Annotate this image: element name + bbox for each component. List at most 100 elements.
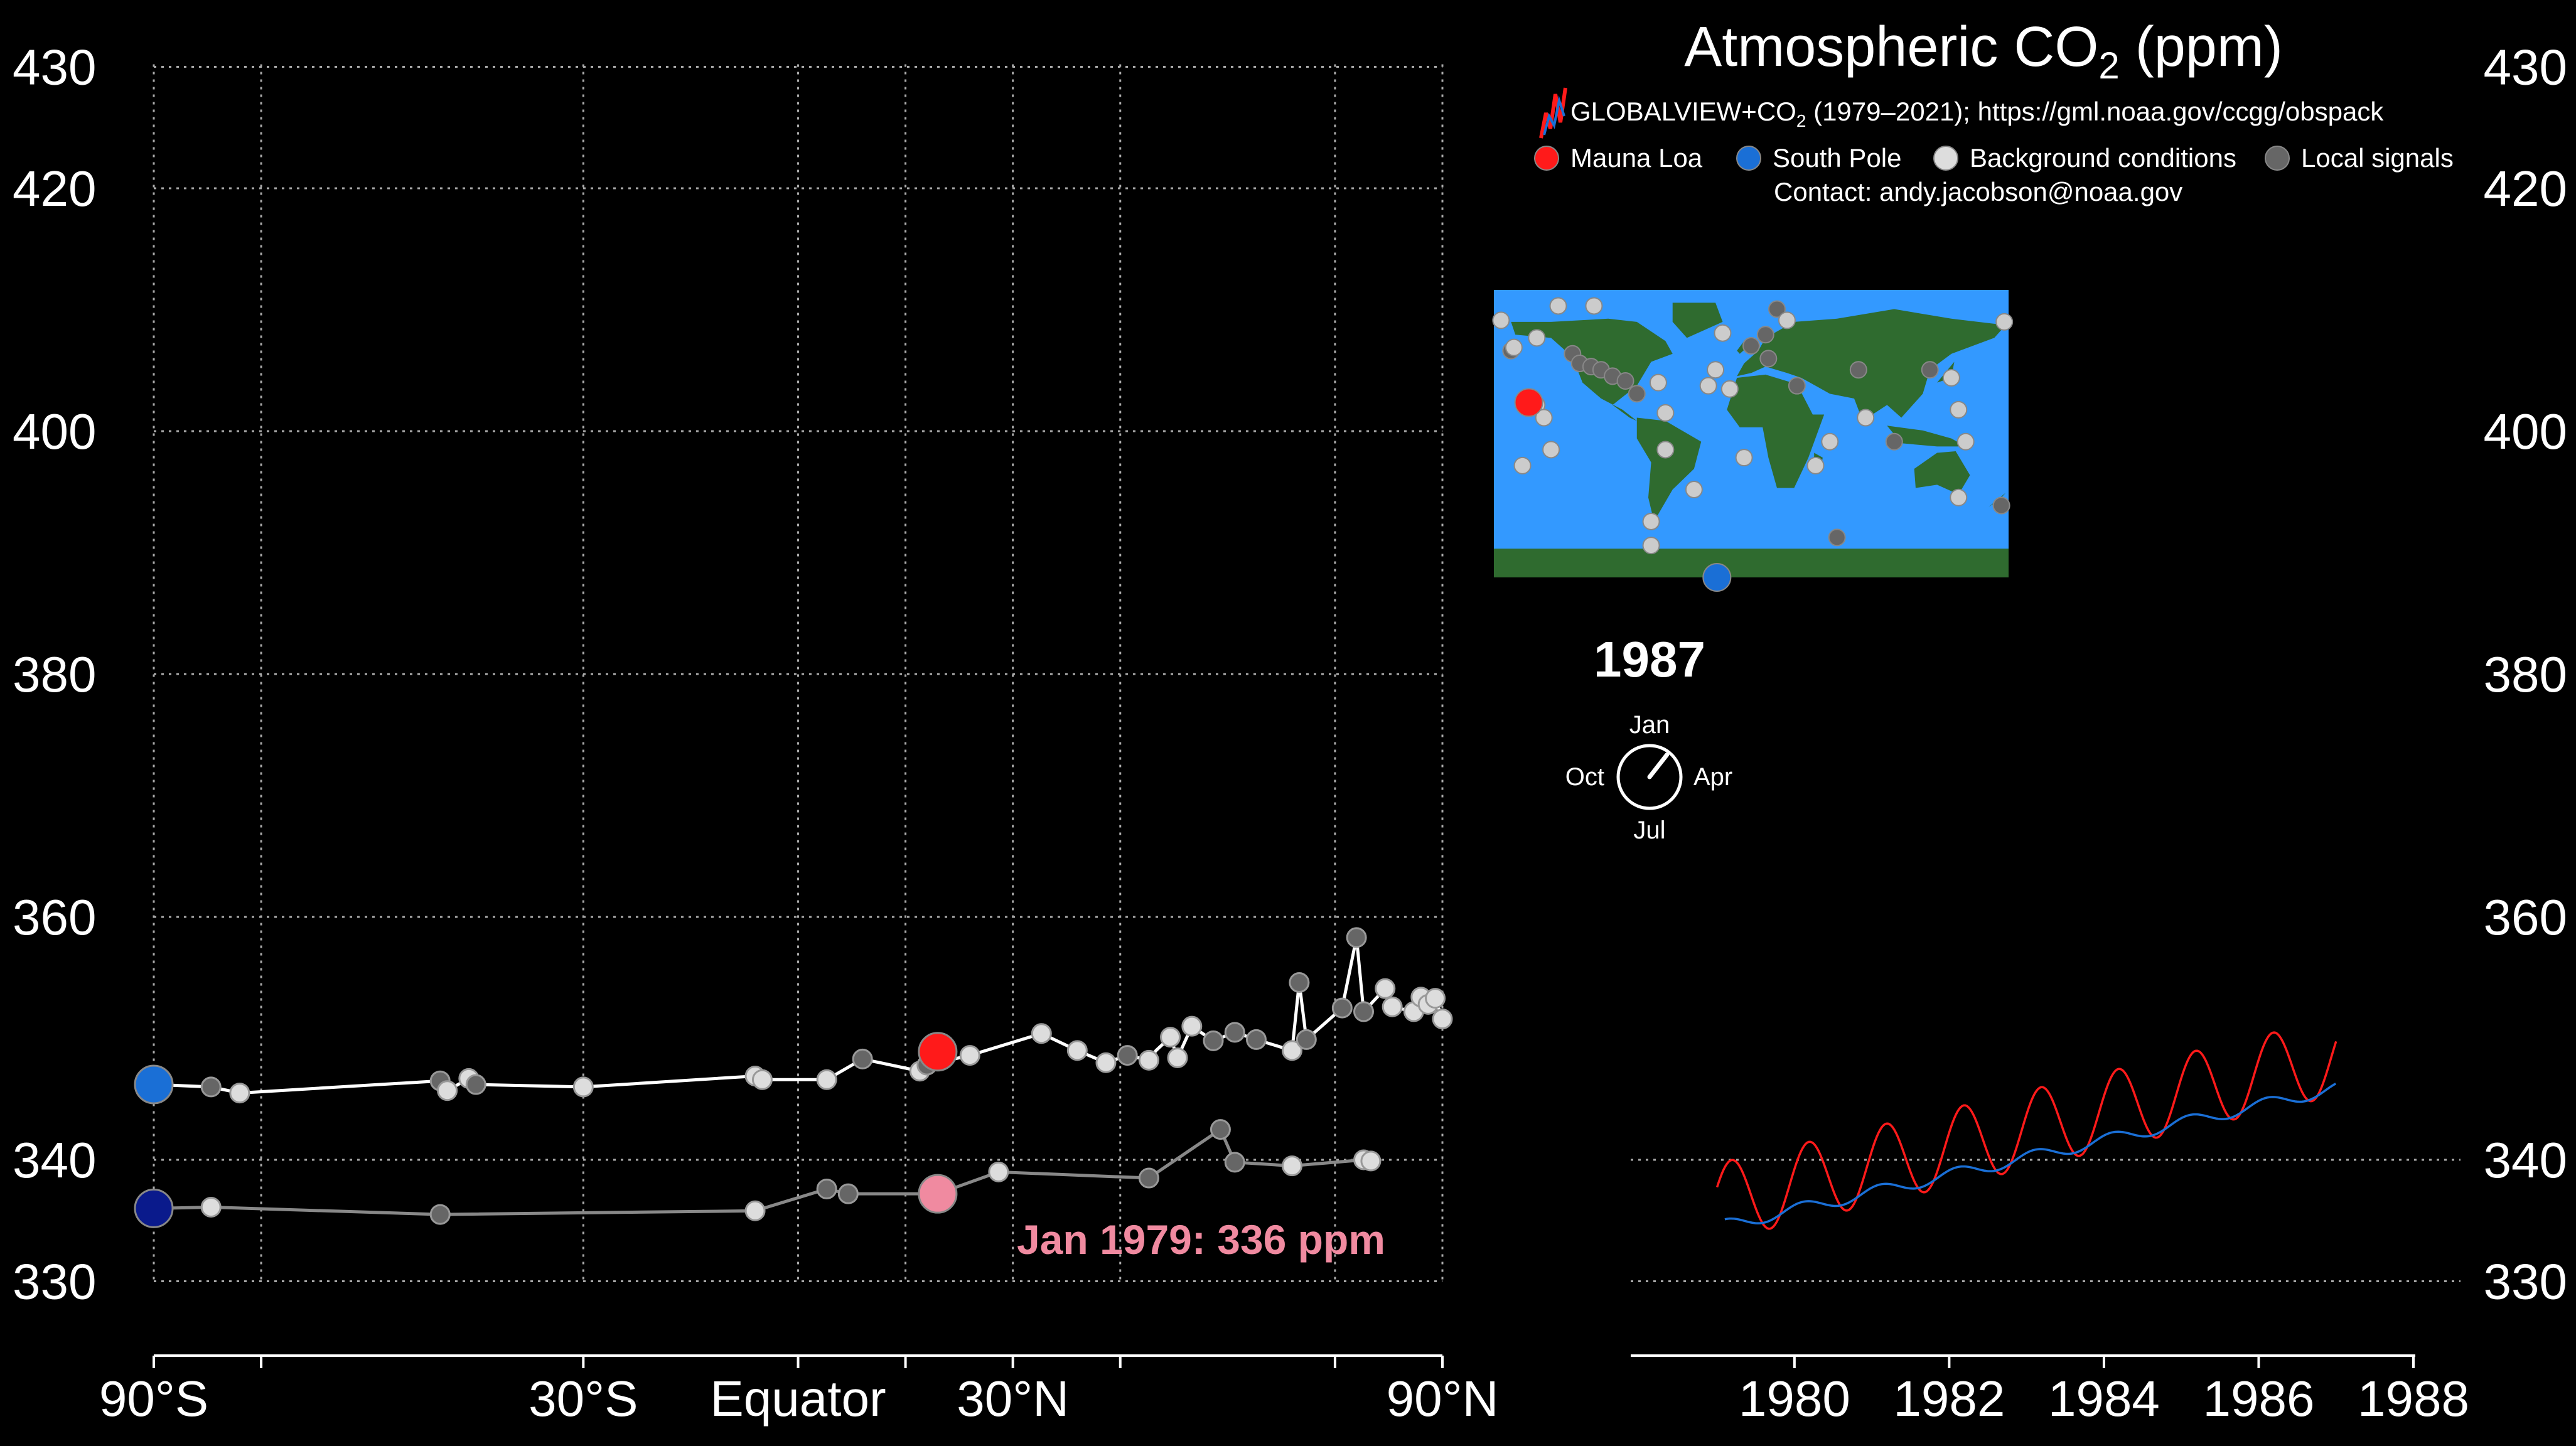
- station-point: [572, 1076, 594, 1098]
- y-tick-label: 400: [2484, 404, 2567, 459]
- x-tick-label: 1988: [2358, 1371, 2469, 1427]
- map-station: [1549, 297, 1567, 315]
- y-tick-label: 430: [2484, 40, 2567, 95]
- station-point: [1138, 1167, 1159, 1189]
- station-point: [959, 1045, 980, 1066]
- y-tick-label: 380: [2484, 646, 2567, 702]
- map-station: [1513, 456, 1532, 474]
- map-station: [1742, 337, 1760, 355]
- map-station: [1950, 488, 1968, 506]
- station-point: [1203, 1030, 1224, 1051]
- station-point: [1382, 996, 1403, 1017]
- y-tick-label: 340: [2484, 1132, 2567, 1188]
- map-station: [1950, 400, 1968, 419]
- left-y-axis: 330 340 360 380 400 420 430: [13, 40, 96, 1310]
- source-line: GLOBALVIEW+CO2 (1979–2021); https://gml.…: [1539, 87, 2384, 139]
- clock-label-bottom: Jul: [1633, 817, 1665, 844]
- legend-marker: [1534, 146, 1559, 171]
- map-station: [1885, 432, 1903, 451]
- x-tick-label: Equator: [710, 1371, 886, 1427]
- station-point: [1281, 1040, 1302, 1061]
- y-tick-label: 420: [13, 161, 96, 217]
- timeseries-grid: [1631, 1159, 2461, 1282]
- station-point: [200, 1196, 222, 1218]
- legend-label: South Pole: [1773, 143, 1902, 173]
- map-station: [1542, 441, 1560, 459]
- station-point: [1289, 972, 1310, 993]
- map-land: [1737, 309, 2006, 421]
- station-point: [1346, 927, 1367, 948]
- map-station: [1735, 449, 1753, 467]
- station-point: [744, 1200, 766, 1221]
- map-station: [1992, 496, 2010, 515]
- station-point: [852, 1048, 873, 1069]
- station-point: [1224, 1022, 1245, 1043]
- legend-label: Local signals: [2301, 143, 2454, 173]
- map-station: [1849, 361, 1867, 379]
- station-point: [429, 1204, 451, 1225]
- legend-marker: [1736, 146, 1761, 171]
- map-station: [1768, 300, 1786, 318]
- svg-text:GLOBALVIEW+CO2 (1979–2021); ht: GLOBALVIEW+CO2 (1979–2021); https://gml.…: [1570, 97, 2384, 131]
- legend-item: Background conditions: [1933, 143, 2236, 173]
- map-station: [1720, 380, 1739, 398]
- map-station: [1942, 368, 1960, 387]
- map-station: [1642, 512, 1660, 530]
- station-point: [229, 1083, 250, 1104]
- legend-label: Mauna Loa: [1570, 143, 1703, 173]
- y-tick-label: 400: [13, 404, 96, 459]
- map-land: [1914, 451, 1970, 495]
- map-station: [1628, 385, 1646, 403]
- legend-item: South Pole: [1736, 143, 1902, 173]
- y-tick-label: 360: [2484, 889, 2567, 945]
- map-station: [1685, 481, 1703, 499]
- station-point: [1353, 1001, 1375, 1022]
- map-land: [1636, 417, 1702, 522]
- mauna-loa-point: [918, 1174, 958, 1214]
- station-point: [1425, 988, 1446, 1009]
- map-station: [1642, 537, 1660, 555]
- map-station: [1921, 361, 1939, 379]
- y-tick-label: 330: [2484, 1254, 2567, 1310]
- globalview-logo-icon: [1539, 87, 1567, 139]
- y-tick-label: 330: [13, 1254, 96, 1310]
- y-tick-label: 340: [13, 1132, 96, 1188]
- latitude-profile-line: [153, 1127, 1371, 1216]
- y-tick-label: 430: [13, 40, 96, 95]
- station-point: [1360, 1150, 1382, 1172]
- timeseries-x-axis: 1980 1982 1984 1986 1988: [1631, 1354, 2469, 1427]
- year-display: 1987: [1594, 631, 1705, 687]
- south-pole-point: [134, 1064, 174, 1105]
- map-station: [1535, 409, 1553, 427]
- station-point: [751, 1069, 773, 1090]
- station-point: [1181, 1015, 1203, 1037]
- map-station: [1956, 432, 1975, 451]
- station-point: [1331, 997, 1353, 1019]
- legend-marker: [1933, 146, 1958, 171]
- station-point: [1095, 1052, 1117, 1073]
- station-point: [1224, 1152, 1245, 1173]
- station-point: [1296, 1029, 1317, 1050]
- map-station: [1821, 432, 1839, 451]
- latitude-chart-grid: [153, 64, 1444, 1284]
- map-station: [1788, 377, 1806, 395]
- map-station: [1759, 350, 1778, 368]
- contact-line: Contact: andy.jacobson@noaa.gov: [1774, 177, 2182, 206]
- map-land: [1494, 549, 2009, 577]
- x-tick-label: 30°N: [957, 1371, 1069, 1427]
- map-station: [1656, 404, 1675, 422]
- station-point: [465, 1074, 486, 1095]
- station-point: [1160, 1027, 1181, 1048]
- legend: Mauna Loa South Pole Background conditions…: [1534, 143, 2454, 173]
- south-pole-point: [134, 1188, 174, 1228]
- clock-label-left: Oct: [1565, 763, 1604, 791]
- x-tick-label: 1980: [1739, 1371, 1850, 1427]
- map-station: [1528, 329, 1546, 347]
- page-title: Atmospheric CO2 (ppm): [1684, 16, 2283, 87]
- station-point: [1138, 1049, 1159, 1071]
- station-point: [437, 1080, 458, 1101]
- station-point: [1117, 1045, 1138, 1066]
- x-tick-label: 1982: [1893, 1371, 2005, 1427]
- latitude-chart-series: [134, 927, 1453, 1228]
